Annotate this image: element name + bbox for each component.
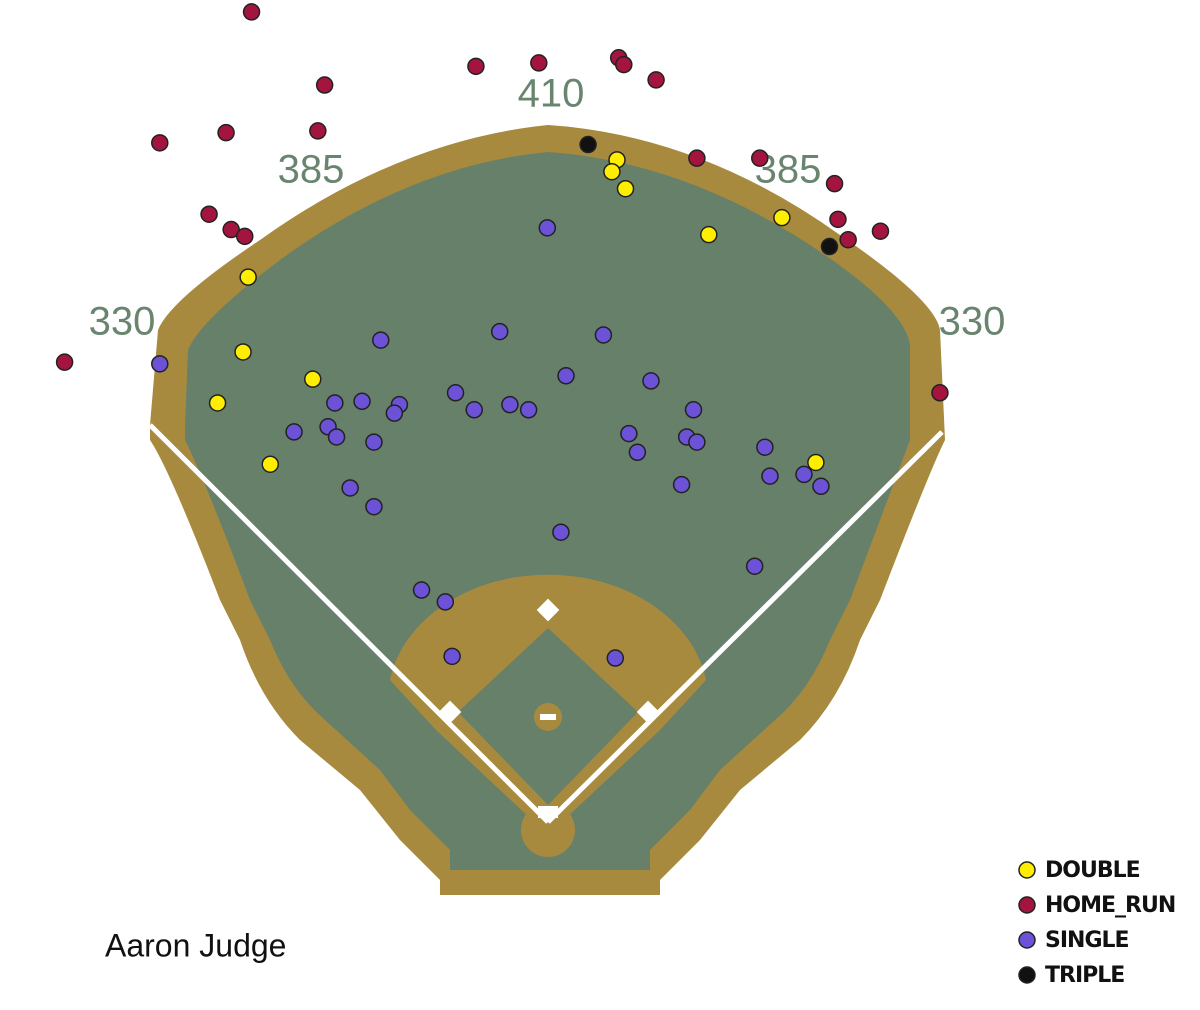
base xyxy=(438,700,462,724)
hit-point xyxy=(647,71,665,89)
hit-point xyxy=(552,523,570,541)
hit-point xyxy=(151,134,169,152)
hit-point xyxy=(594,326,613,344)
hit-point xyxy=(365,433,383,451)
hit-point xyxy=(700,225,718,244)
hit-point xyxy=(217,123,235,142)
legend-swatch xyxy=(1018,931,1036,949)
legend-swatch xyxy=(1018,966,1036,984)
hit-point xyxy=(820,237,839,256)
hit-point xyxy=(579,135,597,154)
fence-distance: 385 xyxy=(278,148,345,192)
hit-point xyxy=(603,162,621,181)
hit-point xyxy=(672,475,691,494)
hit-point xyxy=(751,149,769,167)
hit-point xyxy=(616,179,635,198)
legend-label: TRIPLE xyxy=(1045,963,1124,988)
base xyxy=(636,700,660,724)
field xyxy=(148,125,945,895)
fence-distance: 410 xyxy=(518,72,585,116)
home-circle xyxy=(521,803,575,857)
rubber xyxy=(540,714,556,720)
hit-point xyxy=(236,227,254,246)
hit-point xyxy=(385,404,404,422)
hit-point xyxy=(538,219,557,237)
hit-point xyxy=(242,3,261,21)
legend-swatch xyxy=(1018,861,1036,879)
hit-point xyxy=(490,322,509,341)
legend-swatch xyxy=(1018,896,1036,914)
hit-point xyxy=(261,455,280,473)
foul-line xyxy=(546,430,944,824)
hit-point xyxy=(829,210,847,229)
hit-point xyxy=(412,581,431,599)
hit-point xyxy=(530,54,548,72)
hit-point xyxy=(443,647,461,666)
hit-point xyxy=(557,367,575,385)
hit-point xyxy=(234,343,252,361)
hit-point xyxy=(745,557,764,575)
hit-point xyxy=(761,467,779,485)
hit-point xyxy=(55,353,74,371)
hit-point xyxy=(285,423,303,441)
hit-point xyxy=(615,55,633,74)
hit-point xyxy=(222,220,240,239)
hit-point xyxy=(825,174,844,193)
hit-point xyxy=(371,331,390,349)
hit-point xyxy=(327,428,346,446)
fence-distance: 330 xyxy=(939,300,1006,344)
hit-point xyxy=(795,465,813,484)
caption: Aaron Judge xyxy=(105,927,286,963)
hit-point xyxy=(773,208,791,227)
hit-point xyxy=(756,438,774,456)
foul-line xyxy=(148,423,550,824)
hit-point xyxy=(365,497,383,516)
hit-point xyxy=(688,433,706,451)
hit-point xyxy=(200,205,218,223)
hit-point xyxy=(501,395,519,414)
hit-point xyxy=(688,149,706,167)
hit-point xyxy=(208,394,227,412)
hit-point xyxy=(341,479,359,497)
hit-point xyxy=(871,222,890,240)
base xyxy=(536,598,560,622)
hit-point xyxy=(628,443,647,462)
hit-point xyxy=(326,394,344,412)
hit-point xyxy=(931,384,949,402)
home-plate xyxy=(538,806,558,818)
outfield-grass xyxy=(185,152,910,870)
hit-point xyxy=(620,424,638,443)
hit-point xyxy=(465,401,483,419)
hit-point xyxy=(309,122,327,140)
hit-point xyxy=(812,477,830,496)
hit-point xyxy=(642,372,660,390)
hit-point xyxy=(839,230,857,249)
hit-point xyxy=(151,355,169,373)
hit-point xyxy=(684,401,703,419)
hit-point xyxy=(315,76,334,94)
hit-point xyxy=(436,593,455,611)
fence-distance: 330 xyxy=(89,300,156,344)
hit-point xyxy=(446,384,465,402)
hit-point xyxy=(239,268,257,286)
hit-point xyxy=(353,392,371,411)
legend-label: HOME_RUN xyxy=(1045,893,1175,918)
hit-point xyxy=(467,57,485,76)
legend-label: SINGLE xyxy=(1045,928,1129,953)
hit-point xyxy=(606,649,625,667)
hit-point xyxy=(303,370,322,388)
legend-label: DOUBLE xyxy=(1045,858,1140,883)
hit-point xyxy=(807,453,825,472)
hit-point xyxy=(519,401,538,419)
